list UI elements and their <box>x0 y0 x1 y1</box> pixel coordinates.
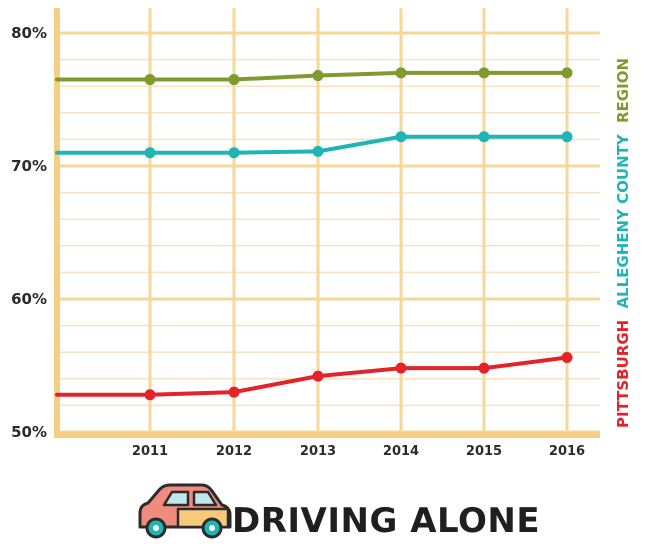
data-point-allegheny-county <box>478 131 490 143</box>
data-point-region <box>478 67 490 79</box>
data-point-pittsburgh <box>144 389 156 401</box>
data-point-region <box>312 70 324 82</box>
x-tick-label: 2014 <box>383 444 419 459</box>
y-tick-label: 60% <box>11 290 47 308</box>
x-tick-label: 2011 <box>132 444 168 459</box>
plot-area <box>55 67 573 401</box>
data-point-allegheny-county <box>144 147 156 159</box>
data-point-region <box>144 74 156 86</box>
svg-text:PITTSBURGH ALLEGHENY COU: PITTSBURGH ALLEGHENY COUNTY REGION <box>614 58 632 428</box>
y-tick-label: 50% <box>11 423 47 441</box>
y-tick-label: 80% <box>11 24 47 42</box>
y-axis: 50% 60% 70% 80% <box>11 24 47 441</box>
car-icon <box>138 483 232 539</box>
data-point-allegheny-county <box>561 131 573 143</box>
data-point-pittsburgh <box>228 386 240 398</box>
data-point-region <box>228 74 240 86</box>
legend: PITTSBURGH ALLEGHENY COUNTY REGION <box>614 58 632 428</box>
data-point-region <box>395 67 407 79</box>
legend-item-region: REGION <box>614 58 632 123</box>
data-point-region <box>561 67 573 79</box>
data-point-pittsburgh <box>478 362 490 374</box>
series-line-pittsburgh <box>55 355 569 397</box>
data-point-allegheny-county <box>312 145 324 157</box>
y-tick-label: 70% <box>11 157 47 175</box>
x-axis: 2011 2012 2013 2014 2015 2016 <box>132 444 585 459</box>
data-point-allegheny-county <box>228 147 240 159</box>
data-point-allegheny-county <box>395 131 407 143</box>
series-line-region <box>55 70 569 82</box>
data-point-pittsburgh <box>395 362 407 374</box>
legend-item-pittsburgh: PITTSBURGH <box>614 320 632 428</box>
data-point-pittsburgh <box>312 370 324 382</box>
x-tick-label: 2016 <box>549 444 585 459</box>
chart-title: DRIVING ALONE <box>232 501 540 541</box>
x-tick-label: 2012 <box>216 444 252 459</box>
x-tick-label: 2015 <box>466 444 502 459</box>
x-tick-label: 2013 <box>300 444 336 459</box>
legend-item-allegheny-county: ALLEGHENY COUNTY <box>614 133 632 308</box>
data-point-pittsburgh <box>561 352 573 364</box>
